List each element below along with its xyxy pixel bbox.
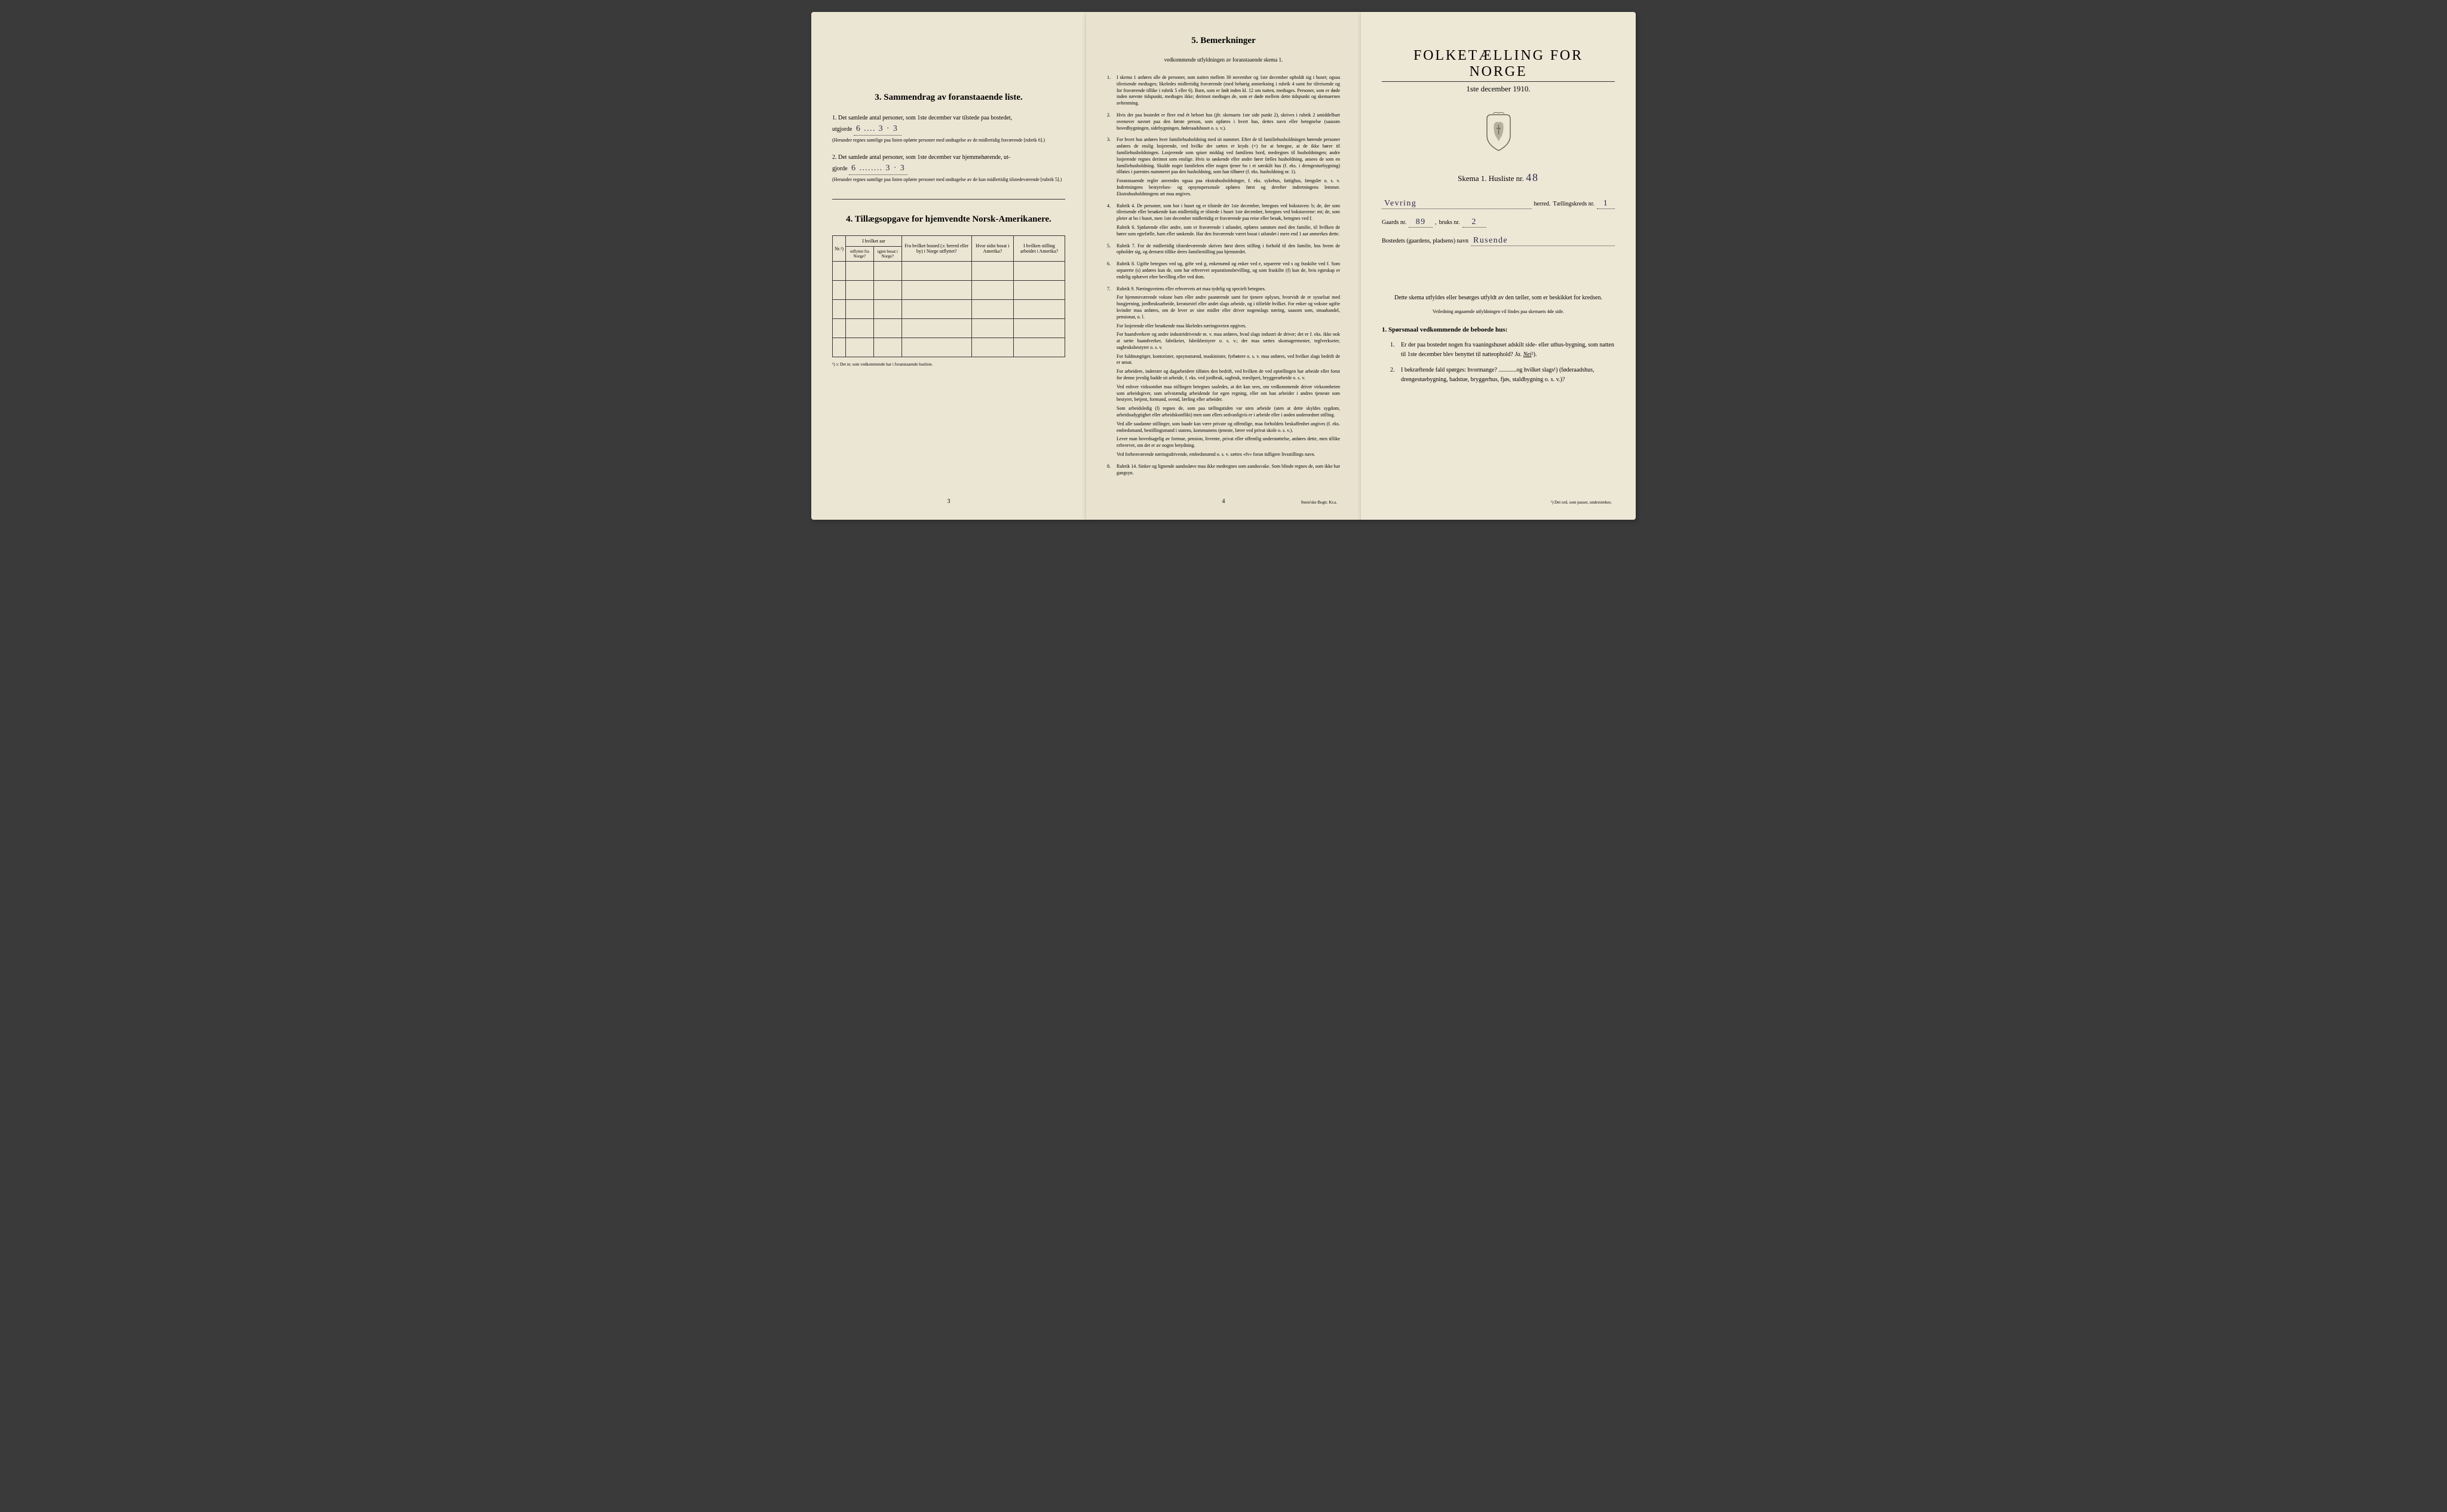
nei-option-underlined: Nei [1523,351,1532,358]
q-number: 1. [1390,341,1401,360]
question-2: 2. I bekræftende fald spørges: hvormange… [1390,366,1615,385]
bemerk-text: For hvert hus anføres hver familiehushol… [1117,137,1340,197]
section-4-title: 4. Tillægsopgave for hjemvendte Norsk-Am… [832,214,1065,225]
table-row [833,281,1065,300]
item-number: 1. [832,115,837,121]
herred-label: herred. [1534,201,1551,207]
bruks-value: 2 [1462,217,1486,228]
th-stilling: I hvilken stilling arbeidet i Amerika? [1013,236,1065,262]
bemerk-number: 1. [1107,75,1117,107]
item-text: Det samlede antal personer, som 1ste dec… [838,154,1010,161]
table-body [833,262,1065,357]
q-text: Er der paa bostedet nogen fra vaaningshu… [1401,341,1615,360]
husliste-number: 48 [1526,171,1539,183]
bemerk-item: 2.Hvis der paa bostedet er flere end ét … [1107,112,1340,131]
section-5-subtitle: vedkommende utfyldningen av foranstaaend… [1107,57,1340,63]
skema-label: Skema 1. Husliste nr. [1458,174,1524,183]
q-number: 2. [1390,366,1401,385]
handwritten-value: 6 ........ 3 · 3 [849,162,907,175]
document-spread: 3. Sammendrag av foranstaaende liste. 1.… [811,12,1636,520]
gaards-field: Gaards nr. 89, bruks nr. 2 [1382,217,1615,228]
table-row [833,300,1065,319]
section-5-title: 5. Bemerkninger [1107,36,1340,46]
bosted-value: Rusende [1471,236,1615,246]
bemerk-number: 8. [1107,464,1117,477]
th-aar: I hvilket aar [846,236,902,247]
bemerk-number: 4. [1107,203,1117,238]
census-date: 1ste december 1910. [1382,84,1615,94]
footnote: ¹) Det ord, som passer, understrekes. [1551,500,1612,505]
bemerk-item: 8.Rubrik 14. Sinker og lignende aandsslø… [1107,464,1340,477]
fill-instruction: Dette skema utfyldes eller besørges utfy… [1382,293,1615,303]
q-text: I bekræftende fald spørges: hvormange? .… [1401,366,1615,385]
item-note: (Herunder regnes samtlige paa listen opf… [832,137,1045,143]
herred-value: Vevring [1382,199,1532,209]
bemerk-text: Rubrik 9. Næringsveiens eller erhvervets… [1117,286,1340,458]
handwritten-value: 6 .... 3 · 3 [854,122,901,136]
table-row [833,262,1065,281]
divider [832,199,1065,200]
item-text-2: gjorde [832,165,848,172]
bemerk-text: Rubrik 14. Sinker og lignende aandssløve… [1117,464,1340,477]
th-amerika: Hvor sidst bosat i Amerika? [971,236,1013,262]
bemerk-number: 5. [1107,243,1117,256]
bemerk-item: 7.Rubrik 9. Næringsveiens eller erhverve… [1107,286,1340,458]
coat-of-arms [1382,112,1615,157]
page-title: FOLKETÆLLING FOR NORGE 1ste december 191… [1361,12,1636,520]
section-3-title: 3. Sammendrag av foranstaaende liste. [832,93,1065,103]
bemerkninger-list: 1.I skema 1 anføres alle de personer, so… [1107,75,1340,476]
guidance-note: Veiledning angaaende utfyldningen vil fi… [1382,309,1615,314]
item-note: (Herunder regnes samtlige paa listen opf… [832,177,1062,182]
census-title: FOLKETÆLLING FOR NORGE [1382,48,1615,82]
th-utflyttet: utflyttet fra Norge? [846,247,874,262]
ja-option: Ja. [1514,351,1522,358]
bemerk-text: Rubrik 8. Ugifte betegnes ved ug, gifte … [1117,261,1340,280]
gaards-value: 89 [1409,217,1433,228]
th-bosted: Fra hvilket bosted (ɔ: herred eller by) … [901,236,971,262]
page-3: 3. Sammendrag av foranstaaende liste. 1.… [811,12,1086,520]
summary-item-1: 1. Det samlede antal personer, som 1ste … [832,114,1065,145]
bemerk-item: 5.Rubrik 7. For de midlertidig tilstedev… [1107,243,1340,256]
tellingskreds-label: Tællingskreds nr. [1553,201,1594,207]
table-row [833,338,1065,357]
page-number: 3 [947,498,950,505]
bemerk-item: 6.Rubrik 8. Ugifte betegnes ved ug, gift… [1107,261,1340,280]
bemerk-text: Rubrik 7. For de midlertidig tilstedevær… [1117,243,1340,256]
table-footnote: ¹) ɔ: Det nr. som vedkommende har i fora… [832,362,1065,367]
th-nr: Nr.¹) [833,236,846,262]
th-bosat: igjen bosat i Norge? [873,247,901,262]
bemerk-text: Hvis der paa bostedet er flere end ét be… [1117,112,1340,131]
bemerk-item: 4.Rubrik 4. De personer, som bor i huset… [1107,203,1340,238]
bemerk-text: Rubrik 4. De personer, som bor i huset o… [1117,203,1340,238]
item-text-2: utgjorde [832,126,852,133]
bemerk-number: 6. [1107,261,1117,280]
bosted-label: Bostedets (gaardens, pladsens) navn [1382,238,1468,244]
skema-line: Skema 1. Husliste nr. 48 [1382,171,1615,184]
bemerk-text: I skema 1 anføres alle de personer, som … [1117,75,1340,107]
page-4: 5. Bemerkninger vedkommende utfyldningen… [1086,12,1361,520]
summary-item-2: 2. Det samlede antal personer, som 1ste … [832,153,1065,184]
table-row [833,319,1065,338]
bemerk-number: 7. [1107,286,1117,458]
item-number: 2. [832,154,837,161]
printer-credit: Steen'ske Bogtr. Kr.a. [1301,500,1337,505]
tellingskreds-value: 1 [1597,199,1615,209]
herred-field: Vevring herred. Tællingskreds nr. 1 [1382,199,1615,209]
bemerk-item: 1.I skema 1 anføres alle de personer, so… [1107,75,1340,107]
bemerk-number: 2. [1107,112,1117,131]
page-number: 4 [1222,498,1225,505]
gaards-label: Gaards nr. [1382,219,1406,226]
crest-icon [1482,112,1515,154]
norsk-amerikanere-table: Nr.¹) I hvilket aar Fra hvilket bosted (… [832,235,1065,357]
bosted-field: Bostedets (gaardens, pladsens) navn Ruse… [1382,236,1615,246]
bemerk-item: 3.For hvert hus anføres hver familiehush… [1107,137,1340,197]
bemerk-number: 3. [1107,137,1117,197]
question-1: 1. Er der paa bostedet nogen fra vaaning… [1390,341,1615,360]
bruks-label: bruks nr. [1439,219,1460,226]
item-text: Det samlede antal personer, som 1ste dec… [838,115,1012,121]
questions-heading: 1. Spørsmaal vedkommende de beboede hus: [1382,326,1615,333]
